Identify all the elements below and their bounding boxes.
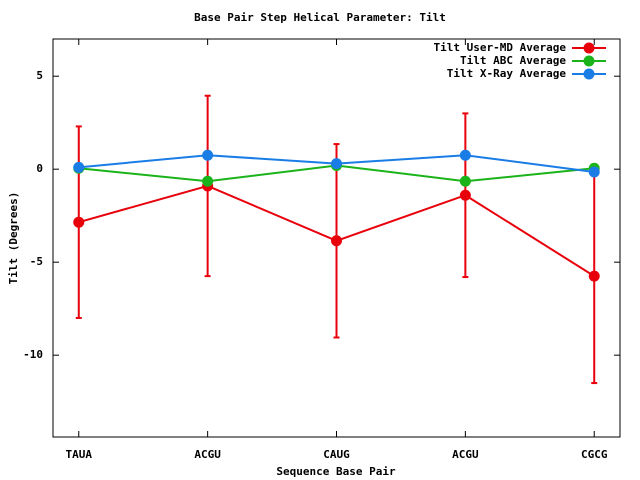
- y-tick-label: -10: [23, 348, 43, 361]
- point: [331, 235, 342, 247]
- point: [459, 189, 471, 201]
- y-tick-label: 5: [36, 69, 43, 82]
- legend-label: Tilt User-MD Average: [434, 41, 567, 54]
- x-tick-label: ACGU: [194, 448, 221, 461]
- point: [202, 149, 214, 161]
- y-tick-label: 0: [36, 162, 43, 175]
- point: [73, 161, 85, 173]
- chart-title: Base Pair Step Helical Parameter: Tilt: [194, 11, 446, 24]
- legend-marker: [583, 42, 595, 54]
- point: [459, 175, 471, 187]
- x-tick-label: CAUG: [323, 448, 350, 461]
- x-tick-label: ACGU: [452, 448, 479, 461]
- legend-label: Tilt X-Ray Average: [447, 67, 567, 80]
- legend-marker: [583, 68, 595, 80]
- y-tick-label: -5: [30, 255, 43, 268]
- point: [588, 270, 600, 282]
- point: [459, 149, 471, 161]
- legend-label: Tilt ABC Average: [460, 54, 566, 67]
- x-axis-label: Sequence Base Pair: [276, 465, 396, 478]
- point: [202, 175, 214, 187]
- x-tick-label: CGCG: [581, 448, 608, 461]
- point: [73, 216, 85, 228]
- point: [588, 166, 600, 178]
- y-axis-label: Tilt (Degrees): [7, 192, 20, 285]
- x-tick-label: TAUA: [66, 448, 93, 461]
- legend-marker: [583, 55, 595, 67]
- point: [331, 158, 342, 170]
